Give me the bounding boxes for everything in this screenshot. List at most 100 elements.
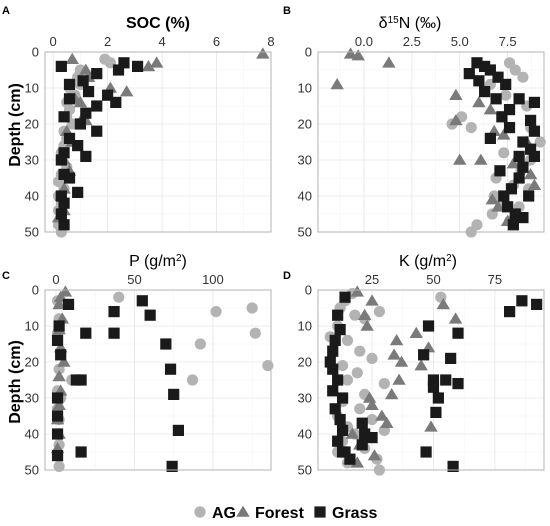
y-tick-label: 10: [25, 319, 39, 334]
data-point-ag: [186, 374, 199, 386]
data-point-grass: [131, 60, 144, 72]
legend-label-ag: AG: [212, 505, 236, 522]
data-point-grass: [80, 150, 92, 162]
data-point-forest: [436, 298, 451, 310]
data-point-grass: [479, 60, 491, 72]
y-tick-label: 50: [298, 225, 312, 240]
data-point-grass: [51, 428, 64, 440]
data-point-ag: [249, 327, 261, 339]
y-tick-label: 40: [25, 427, 39, 442]
data-point-grass: [80, 107, 92, 119]
y-tick-label: 50: [25, 463, 39, 478]
data-point-grass: [447, 460, 459, 472]
panel-c-letter: C: [2, 270, 10, 282]
panel-c-y-ticks: 0 10 20 30 40 50: [25, 283, 39, 478]
data-point-grass: [528, 96, 541, 108]
data-point-forest: [491, 200, 505, 212]
y-tick-label: 0: [305, 45, 312, 60]
panel-b-y-ticks: 0 10 20 30 40 50: [298, 45, 312, 240]
panel-a-y-ticks: 0 10 20 30 40 50: [25, 45, 39, 240]
data-point-forest: [523, 168, 538, 180]
data-point-grass: [110, 96, 122, 108]
panel-d-frame: [317, 289, 545, 471]
panel-d-letter: D: [283, 270, 291, 282]
data-point-grass: [332, 374, 344, 386]
panel-c-x-title: P (g/m2): [129, 253, 187, 271]
panel-c-frame: [44, 289, 272, 471]
data-point-grass: [334, 414, 346, 426]
data-point-grass: [505, 183, 518, 195]
data-point-grass: [58, 197, 70, 209]
data-point-grass: [51, 410, 64, 422]
data-point-ag: [465, 122, 477, 134]
panel-c-points: [50, 285, 274, 472]
data-point-grass: [524, 143, 537, 155]
data-point-grass: [82, 86, 95, 98]
data-point-grass: [91, 68, 103, 80]
data-point-grass: [72, 140, 84, 152]
legend: AG Forest Grass: [194, 505, 377, 522]
y-tick-label: 40: [298, 427, 312, 442]
data-point-grass: [356, 439, 368, 451]
y-tick-label: 0: [32, 283, 39, 298]
data-point-grass: [118, 57, 130, 69]
data-point-forest: [57, 355, 71, 367]
data-point-forest: [414, 359, 428, 371]
x-tick-label: 2: [104, 34, 111, 49]
data-point-grass: [524, 114, 537, 126]
data-point-forest: [409, 326, 423, 338]
panel-b-letter: B: [283, 5, 291, 17]
data-point-ag: [354, 403, 366, 415]
data-point-grass: [500, 78, 512, 90]
data-point-grass: [498, 190, 510, 202]
data-point-grass: [51, 450, 64, 462]
data-point-grass: [528, 125, 541, 137]
data-point-ag: [500, 89, 512, 101]
data-point-grass: [496, 111, 508, 123]
data-point-grass: [427, 381, 440, 393]
data-point-grass: [168, 388, 180, 400]
y-tick-label: 40: [298, 189, 312, 204]
data-point-ag: [509, 64, 521, 76]
data-point-forest: [424, 420, 438, 432]
x-tick-label: 5.0: [451, 34, 469, 49]
data-point-grass: [336, 392, 349, 404]
data-point-grass: [366, 432, 378, 444]
data-point-ag: [373, 306, 386, 318]
data-point-ag: [262, 360, 274, 372]
data-point-grass: [430, 406, 442, 418]
data-point-grass: [329, 403, 341, 415]
data-point-grass: [452, 327, 464, 339]
data-point-forest: [119, 85, 134, 97]
data-point-forest: [367, 449, 382, 461]
panel-d: D K (g/m2) 25 50 75 0 10 20 30 40 50: [283, 253, 545, 478]
x-tick-label: 75: [488, 272, 502, 287]
data-point-grass: [74, 118, 86, 130]
data-point-ag: [366, 352, 378, 364]
data-point-grass: [80, 327, 92, 339]
data-point-forest: [351, 49, 365, 61]
data-point-grass: [108, 327, 120, 339]
data-point-grass: [479, 86, 491, 98]
data-point-grass: [484, 64, 496, 76]
data-point-grass: [63, 93, 76, 105]
y-tick-label: 20: [298, 117, 312, 132]
data-point-grass: [55, 154, 67, 166]
data-point-grass: [517, 212, 529, 224]
data-point-grass: [513, 150, 525, 162]
data-point-grass: [108, 306, 120, 318]
data-point-grass: [336, 424, 349, 436]
data-point-grass: [327, 345, 339, 357]
data-point-grass: [102, 89, 114, 101]
data-point-grass: [528, 150, 541, 162]
y-tick-label: 0: [32, 45, 39, 60]
panel-b-x-title: δ15N (‰): [379, 15, 442, 33]
data-point-ag: [53, 460, 65, 472]
y-tick-label: 20: [25, 117, 39, 132]
panel-c-x-ticks: 0 50 100: [52, 272, 223, 287]
panel-a: A SOC (%) Depth (cm) 0 2 4 6 8 0 10 20 30 40 50: [2, 5, 275, 240]
data-point-grass: [91, 100, 103, 112]
data-point-grass: [504, 306, 516, 318]
data-point-grass: [329, 334, 341, 346]
data-point-ag: [498, 147, 510, 159]
